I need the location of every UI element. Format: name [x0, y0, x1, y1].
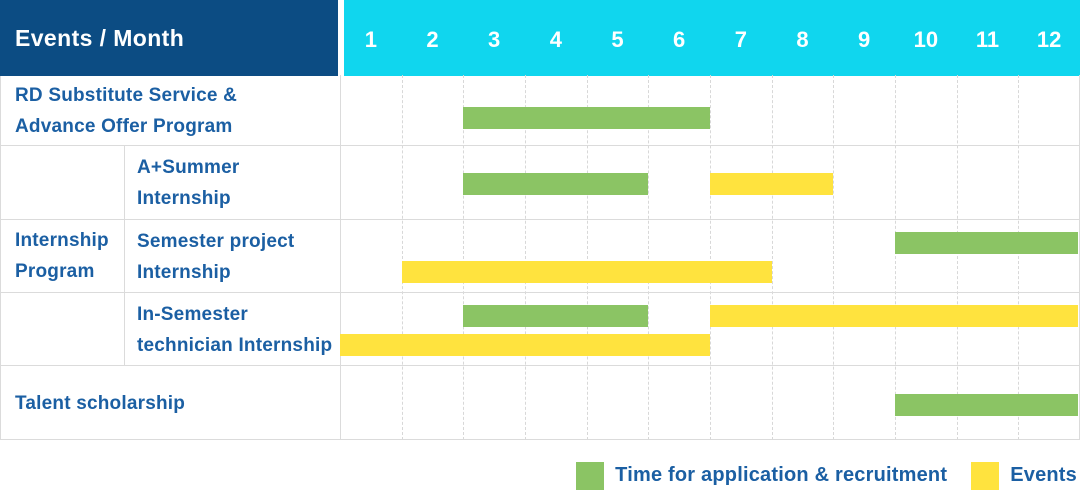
month-gridline: [525, 75, 526, 440]
row-label-semester-project-internship: Semester project Internship: [137, 220, 294, 293]
month-gridline: [1018, 75, 1019, 440]
row-separator: [0, 439, 1080, 440]
group-label-internship-program: Internship Program: [15, 146, 109, 366]
group-label-line: Internship: [15, 230, 109, 251]
group-label-line: Program: [15, 261, 95, 282]
month-header-10: 10: [913, 27, 939, 52]
row-separator: [0, 145, 1080, 146]
legend-label-green: Time for application & recruitment: [615, 464, 948, 486]
row-label-line: Internship: [137, 188, 231, 209]
month-header-3: 3: [488, 27, 501, 52]
month-header-4: 4: [549, 27, 562, 52]
month-gridline: [833, 75, 834, 440]
month-header-7: 7: [734, 27, 747, 52]
gantt-bar-yellow: [710, 173, 834, 195]
month-header-11: 11: [975, 27, 1000, 52]
legend: Time for application & recruitment Events: [576, 461, 1077, 490]
row-label-a-plus-summer-internship: A+Summer Internship: [137, 146, 239, 220]
month-gridline: [772, 75, 773, 440]
gantt-bar-green: [895, 232, 1078, 254]
gantt-bar-yellow: [710, 305, 1078, 327]
row-label-rd-substitute-advance-offer: RD Substitute Service & Advance Offer Pro…: [15, 75, 237, 146]
row-label-in-semester-technician-internship: In-Semester technician Internship: [137, 293, 332, 366]
row-separator: [0, 292, 1080, 293]
header-events-month-cell: Events / Month: [0, 0, 338, 76]
month-header-6: 6: [673, 27, 686, 52]
label-chart-divider: [340, 75, 341, 440]
table-left-border: [0, 75, 1, 440]
month-header-band: [344, 0, 1080, 76]
month-gridline: [587, 75, 588, 440]
month-header-1: 1: [364, 27, 377, 52]
gantt-bar-green: [463, 173, 649, 195]
row-label-line: A+Summer: [137, 157, 240, 178]
row-label-line: In-Semester: [137, 303, 248, 325]
month-gridline: [463, 75, 464, 440]
month-gridline: [710, 75, 711, 440]
month-gridline: [402, 75, 403, 440]
row-label-line: Advance Offer Program: [15, 115, 233, 137]
row-label-talent-scholarship: Talent scholarship: [15, 366, 185, 440]
header-title: Events / Month: [15, 24, 185, 51]
gantt-bar-green: [895, 394, 1078, 416]
month-header-9: 9: [858, 27, 871, 52]
group-sublabel-divider: [124, 146, 125, 366]
row-label-line: Semester project: [137, 230, 295, 252]
row-separator: [0, 219, 1080, 220]
month-header-5: 5: [611, 27, 624, 52]
month-gridline: [648, 75, 649, 440]
gantt-bar-green: [463, 107, 710, 129]
gantt-bar-green: [463, 305, 649, 327]
row-label-line: Internship: [137, 261, 231, 283]
month-gridline: [957, 75, 958, 440]
legend-label-yellow: Events: [1010, 464, 1077, 486]
row-label-line: Talent scholarship: [15, 392, 186, 414]
row-separator: [0, 365, 1080, 366]
row-label-line: RD Substitute Service &: [15, 84, 238, 106]
row-label-line: technician Internship: [137, 334, 333, 356]
month-header-2: 2: [426, 27, 439, 52]
month-header-12: 12: [1036, 27, 1062, 52]
legend-swatch-yellow: [971, 461, 1000, 490]
gantt-bar-yellow: [401, 261, 772, 283]
legend-swatch-green: [576, 461, 605, 490]
gantt-bar-yellow: [340, 334, 710, 356]
month-header-8: 8: [796, 27, 809, 52]
month-gridline: [895, 75, 896, 440]
